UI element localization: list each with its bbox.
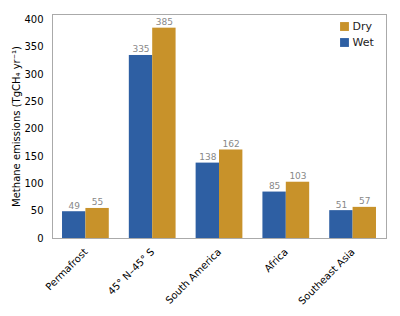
svg-text:335: 335 xyxy=(132,44,149,54)
svg-text:Southeast Asia: Southeast Asia xyxy=(296,246,357,307)
svg-text:162: 162 xyxy=(223,139,240,149)
svg-text:51: 51 xyxy=(336,200,347,210)
svg-text:200: 200 xyxy=(24,123,43,134)
svg-text:0: 0 xyxy=(37,233,43,244)
svg-text:Permafrost: Permafrost xyxy=(43,246,89,292)
svg-text:138: 138 xyxy=(199,152,216,162)
svg-text:50: 50 xyxy=(31,205,44,216)
svg-text:385: 385 xyxy=(156,17,173,27)
svg-text:250: 250 xyxy=(24,96,43,107)
svg-text:400: 400 xyxy=(24,14,43,25)
svg-text:South America: South America xyxy=(163,246,223,306)
svg-text:Africa: Africa xyxy=(262,246,290,274)
svg-text:300: 300 xyxy=(24,69,43,80)
svg-text:85: 85 xyxy=(269,181,280,191)
svg-text:49: 49 xyxy=(68,201,80,211)
svg-text:150: 150 xyxy=(24,151,43,162)
svg-text:Wet: Wet xyxy=(353,36,375,49)
svg-text:350: 350 xyxy=(24,41,43,52)
svg-text:103: 103 xyxy=(289,171,306,181)
svg-text:Dry: Dry xyxy=(353,20,373,33)
svg-text:Methane emissions (TgCH₄ yr⁻¹): Methane emissions (TgCH₄ yr⁻¹) xyxy=(11,46,22,207)
svg-text:57: 57 xyxy=(359,196,370,206)
svg-text:100: 100 xyxy=(24,178,43,189)
svg-text:45° N–45° S: 45° N–45° S xyxy=(106,246,157,297)
svg-text:55: 55 xyxy=(92,197,103,207)
